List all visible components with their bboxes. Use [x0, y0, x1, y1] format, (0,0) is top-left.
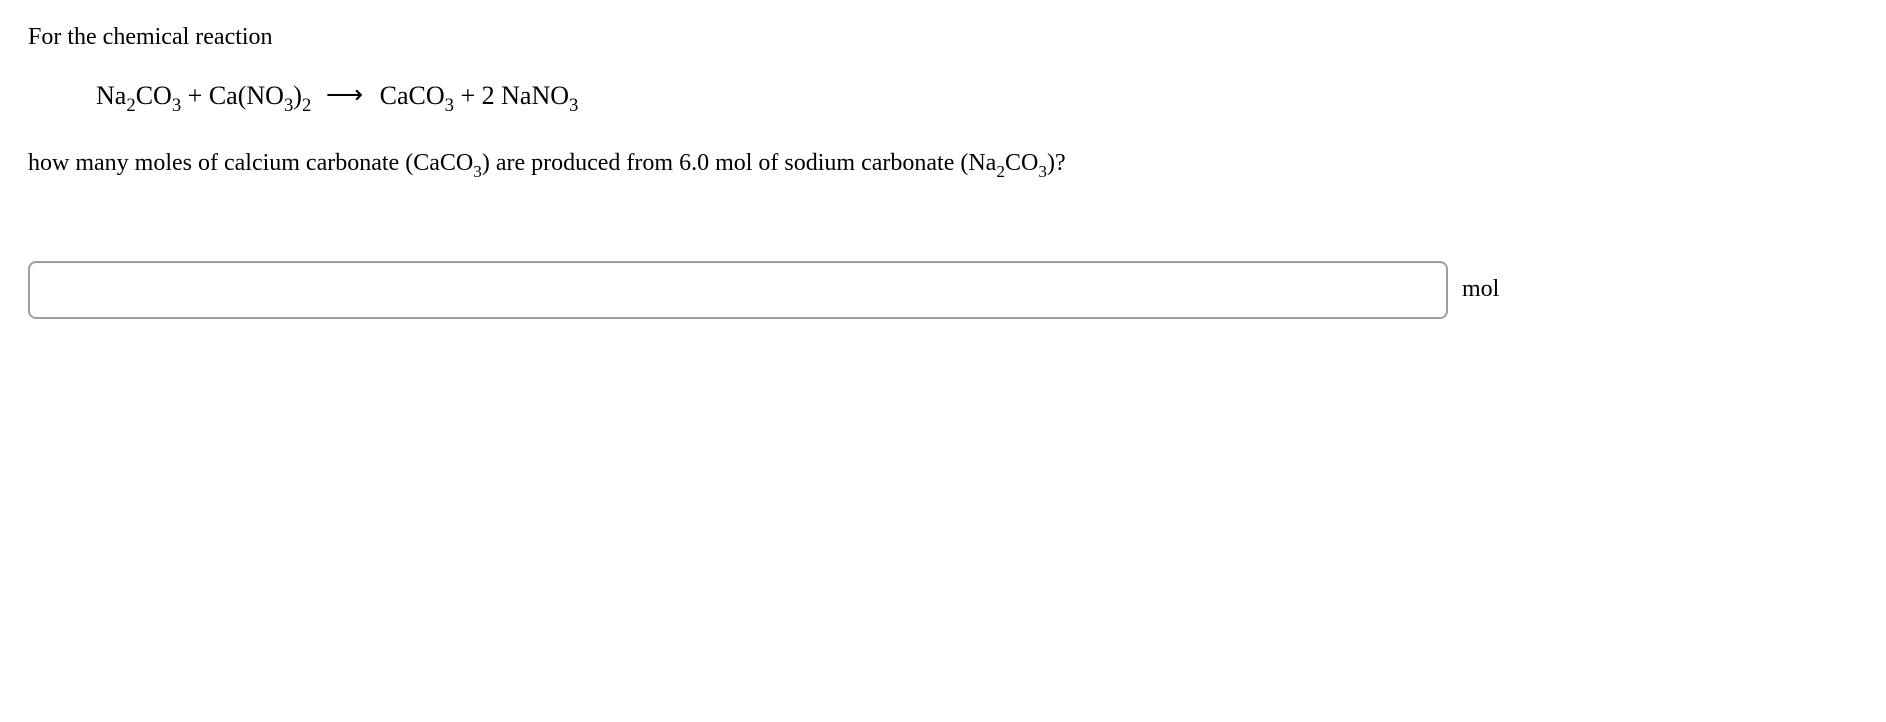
eq-lhs1-mid: CO — [136, 81, 172, 110]
eq-rhs1-sub1: 3 — [445, 95, 454, 116]
eq-plus2: + — [454, 81, 482, 110]
q-pre: how many moles of calcium carbonate (CaC… — [28, 150, 473, 176]
q-mid2: CO — [1005, 150, 1038, 176]
eq-plus1: + — [181, 81, 209, 110]
eq-lhs1-pre: Na — [96, 81, 126, 110]
eq-rhs2-coef: 2 — [482, 81, 502, 110]
eq-lhs1-sub1: 2 — [126, 95, 135, 116]
q-sub3: 3 — [1038, 162, 1047, 181]
answer-unit: mol — [1462, 276, 1499, 303]
reaction-arrow-icon: ⟶ — [326, 80, 363, 110]
q-end: )? — [1047, 150, 1066, 176]
q-sub2: 2 — [996, 162, 1005, 181]
q-mid: ) are produced from 6.0 mol of sodium ca… — [482, 150, 997, 176]
answer-input[interactable] — [28, 261, 1448, 319]
intro-text: For the chemical reaction — [28, 24, 1858, 51]
chemical-equation: Na2CO3 + Ca(NO3)2 ⟶ CaCO3 + 2 NaNO3 — [96, 81, 1858, 116]
answer-row: mol — [28, 261, 1858, 319]
eq-lhs2-sub1: 3 — [284, 95, 293, 116]
eq-rhs2-pre: NaNO — [501, 81, 569, 110]
eq-lhs1-sub2: 3 — [172, 95, 181, 116]
eq-lhs2-mid: ) — [293, 81, 302, 110]
eq-rhs1-pre: CaCO — [380, 81, 445, 110]
eq-rhs2-sub1: 3 — [569, 95, 578, 116]
eq-lhs2-pre: Ca(NO — [209, 81, 284, 110]
question-text: how many moles of calcium carbonate (CaC… — [28, 150, 1858, 181]
q-sub1: 3 — [473, 162, 482, 181]
eq-lhs2-sub2: 2 — [302, 95, 311, 116]
